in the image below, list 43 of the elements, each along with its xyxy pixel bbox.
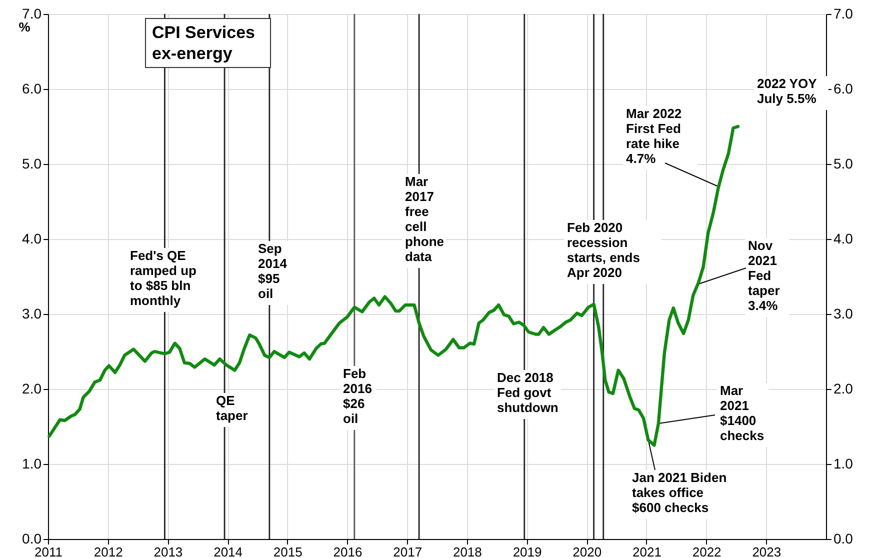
ref-line-label: Mar 2017 free cell phone data bbox=[405, 174, 444, 264]
y2-tick-label: 2.0 bbox=[834, 380, 854, 396]
y2-tick-label: 5.0 bbox=[834, 156, 854, 172]
ref-line-label: Feb 2020 recession starts, ends Apr 2020 bbox=[567, 220, 640, 280]
ref-line-label: Fed's QE ramped up to $85 bln monthly bbox=[130, 248, 197, 308]
y-tick-label: 1.0 bbox=[22, 456, 42, 472]
text: CPI Services ex-energy bbox=[145, 18, 271, 68]
y2-tick-label: 6.0 bbox=[834, 80, 854, 96]
annotation: Mar 2021 $1400 checks bbox=[720, 383, 764, 443]
y2-tick-label: 3.0 bbox=[834, 306, 854, 322]
ref-line-label: QE taper bbox=[216, 393, 248, 423]
x-tick-label: 2021 bbox=[632, 544, 662, 558]
x-tick-label: 2013 bbox=[154, 544, 183, 558]
annotation: Jan 2021 Biden takes office $600 checks bbox=[632, 470, 727, 515]
x-tick-label: 2023 bbox=[752, 544, 782, 558]
ref-line-label: Dec 2018 Fed govt shutdown bbox=[497, 370, 558, 415]
x-tick-label: 2015 bbox=[273, 544, 302, 558]
y-tick-label: 6.0 bbox=[22, 80, 42, 96]
x-tick-label: 2014 bbox=[214, 544, 242, 558]
y2-tick-label: 7.0 bbox=[834, 6, 854, 22]
y-tick-label: 2.0 bbox=[22, 380, 42, 396]
y2-tick-label: 1.0 bbox=[834, 456, 854, 472]
y2-tick-label: 0.0 bbox=[834, 530, 854, 546]
annotation: Mar 2022 First Fed rate hike 4.7% bbox=[626, 106, 682, 166]
y-tick-label: 3.0 bbox=[22, 306, 42, 322]
x-tick-label: 2020 bbox=[572, 544, 602, 558]
y-tick-label: 4.0 bbox=[22, 230, 42, 246]
x-tick-label: 2012 bbox=[94, 544, 123, 558]
ref-line-label: Feb 2016 $26 oil bbox=[343, 366, 372, 426]
x-tick-label: 2022 bbox=[692, 544, 722, 558]
y-tick-label: 7.0 bbox=[22, 6, 42, 22]
x-tick-label: 2018 bbox=[452, 544, 482, 558]
ref-line-label: Sep 2014 $95 oil bbox=[258, 241, 288, 301]
annotation: 2022 YOY July 5.5% bbox=[757, 76, 818, 106]
x-tick-label: 2011 bbox=[34, 544, 62, 558]
x-tick-label: 2019 bbox=[512, 544, 542, 558]
annotation: Nov 2021 Fed taper 3.4% bbox=[748, 238, 780, 313]
y-tick-label: 5.0 bbox=[22, 156, 42, 172]
y-axis-title: % bbox=[18, 20, 31, 34]
x-tick-label: 2017 bbox=[393, 544, 422, 558]
y-tick-label: 0.0 bbox=[22, 530, 42, 546]
x-tick-label: 2016 bbox=[333, 544, 362, 558]
y2-tick-label: 4.0 bbox=[834, 230, 854, 246]
